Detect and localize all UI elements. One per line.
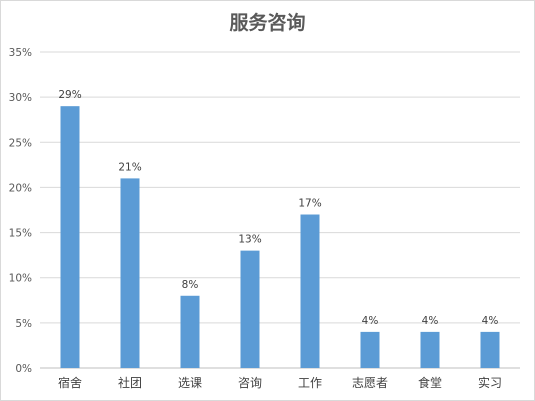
x-axis-categories: 宿舍 社团 选课 咨询 工作 志愿者 食堂 实习 xyxy=(58,375,502,390)
y-tick-label: 5% xyxy=(15,318,32,330)
y-tick-label: 30% xyxy=(9,92,32,104)
chart-title: 服务咨询 xyxy=(229,12,306,34)
data-label: 4% xyxy=(362,315,379,327)
x-category-label: 社团 xyxy=(118,375,142,390)
bar-1 xyxy=(120,178,140,368)
data-label: 17% xyxy=(298,198,321,210)
gridlines xyxy=(40,51,520,369)
y-tick-label: 15% xyxy=(9,228,32,240)
y-tick-label: 20% xyxy=(9,182,32,194)
bar-0 xyxy=(60,106,80,369)
x-category-label: 工作 xyxy=(298,376,322,390)
bar-4 xyxy=(300,214,320,368)
data-label: 13% xyxy=(238,234,261,246)
x-category-label: 实习 xyxy=(478,375,502,390)
data-label: 29% xyxy=(58,89,81,101)
x-category-label: 食堂 xyxy=(418,375,442,390)
bar-5 xyxy=(360,331,380,368)
y-tick-label: 10% xyxy=(9,273,32,285)
bars xyxy=(60,106,500,369)
bar-7 xyxy=(480,331,500,368)
y-axis-ticks: 0% 5% 10% 15% 20% 25% 30% 35% xyxy=(9,47,32,375)
y-tick-label: 35% xyxy=(9,47,32,59)
x-category-label: 宿舍 xyxy=(58,375,82,390)
data-labels: 29% 21% 8% 13% 17% 4% 4% 4% xyxy=(58,89,498,327)
y-tick-label: 25% xyxy=(9,137,32,149)
x-category-label: 选课 xyxy=(178,376,202,390)
data-label: 4% xyxy=(422,315,439,327)
x-category-label: 志愿者 xyxy=(352,376,388,390)
bar-6 xyxy=(420,331,440,368)
data-label: 4% xyxy=(482,315,499,327)
y-tick-label: 0% xyxy=(15,363,32,375)
bar-3 xyxy=(240,250,260,368)
bar-2 xyxy=(180,295,200,368)
x-category-label: 咨询 xyxy=(238,375,262,390)
data-label: 21% xyxy=(118,161,141,173)
data-label: 8% xyxy=(182,279,199,291)
